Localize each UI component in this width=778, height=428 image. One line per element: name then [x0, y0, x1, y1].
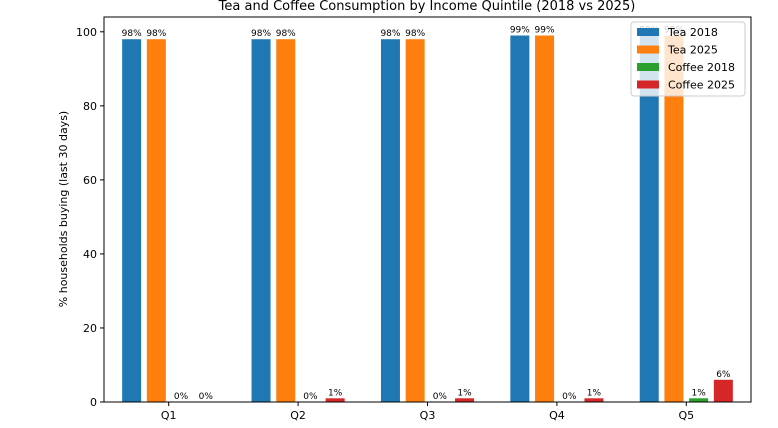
bar-tea-2018-q5 [639, 35, 659, 403]
x-tick-label: Q2 [290, 409, 306, 422]
bar-tea-2018-q3 [380, 39, 400, 402]
data-label: 98% [276, 29, 296, 39]
data-label: 6% [716, 370, 731, 380]
legend-swatch-tea-2025 [637, 45, 659, 54]
data-label: 0% [433, 392, 448, 402]
data-label: 0% [174, 392, 189, 402]
y-tick-label: 40 [83, 248, 97, 261]
legend-label: Tea 2025 [667, 44, 718, 57]
data-label: 1% [457, 388, 472, 398]
data-label: 0% [562, 392, 577, 402]
bar-tea-2025-q2 [276, 39, 296, 402]
data-label: 99% [535, 26, 555, 36]
bar-coffee-2025-q3 [455, 398, 475, 402]
legend-label: Coffee 2018 [668, 61, 735, 74]
data-label: 98% [251, 29, 271, 39]
legend-swatch-coffee-2018 [637, 63, 659, 71]
data-label: 1% [328, 388, 343, 398]
legend-box [630, 21, 746, 97]
bar-tea-2018-q1 [122, 39, 142, 402]
bar-coffee-2018-q5 [689, 398, 709, 402]
data-label: 1% [692, 388, 707, 398]
data-label: 98% [405, 29, 425, 39]
legend-swatch-tea-2018 [637, 28, 659, 36]
bar-coffee-2025-q2 [325, 398, 345, 402]
data-label: 98% [146, 29, 166, 39]
axes: 0 20 40 60 80 100 Q1 Q2 Q3 Q4 Q5 [76, 16, 752, 422]
data-label: 98% [122, 29, 142, 39]
chart-title: Tea and Coffee Consumption by Income Qui… [218, 0, 636, 14]
y-tick-label: 60 [83, 174, 97, 187]
y-tick-label: 100 [76, 26, 97, 39]
legend-label: Tea 2018 [667, 26, 718, 39]
bar-coffee-2025-q4 [584, 398, 604, 402]
y-axis-label: % households buying (last 30 days) [57, 111, 70, 307]
data-label: 0% [199, 392, 214, 402]
legend: Tea 2018 Tea 2025 Coffee 2018 Coffee 2025 [630, 21, 746, 97]
data-label: 99% [510, 26, 530, 36]
legend-label: Coffee 2025 [668, 79, 735, 92]
data-label: 0% [303, 392, 318, 402]
y-tick-label: 20 [83, 322, 97, 335]
y-tick-label: 0 [90, 396, 97, 409]
bar-tea-2025-q3 [405, 39, 425, 402]
plot-area: 98%98%98%99%99%98%98%98%99%99%0%0%0%0%1%… [122, 26, 733, 403]
bar-tea-2025-q4 [535, 35, 555, 403]
data-label: 1% [587, 388, 602, 398]
x-tick-label: Q1 [161, 409, 177, 422]
bar-tea-2025-q1 [146, 39, 166, 402]
bar-coffee-2025-q5 [713, 379, 733, 402]
x-tick-label: Q3 [420, 409, 436, 422]
bar-tea-2018-q4 [510, 35, 530, 403]
bar-tea-2025-q5 [664, 35, 684, 403]
data-label: 98% [380, 29, 400, 39]
y-tick-label: 80 [83, 100, 97, 113]
bar-tea-2018-q2 [251, 39, 271, 402]
x-tick-label: Q5 [678, 409, 694, 422]
legend-swatch-coffee-2025 [637, 80, 659, 89]
x-tick-label: Q4 [549, 409, 565, 422]
